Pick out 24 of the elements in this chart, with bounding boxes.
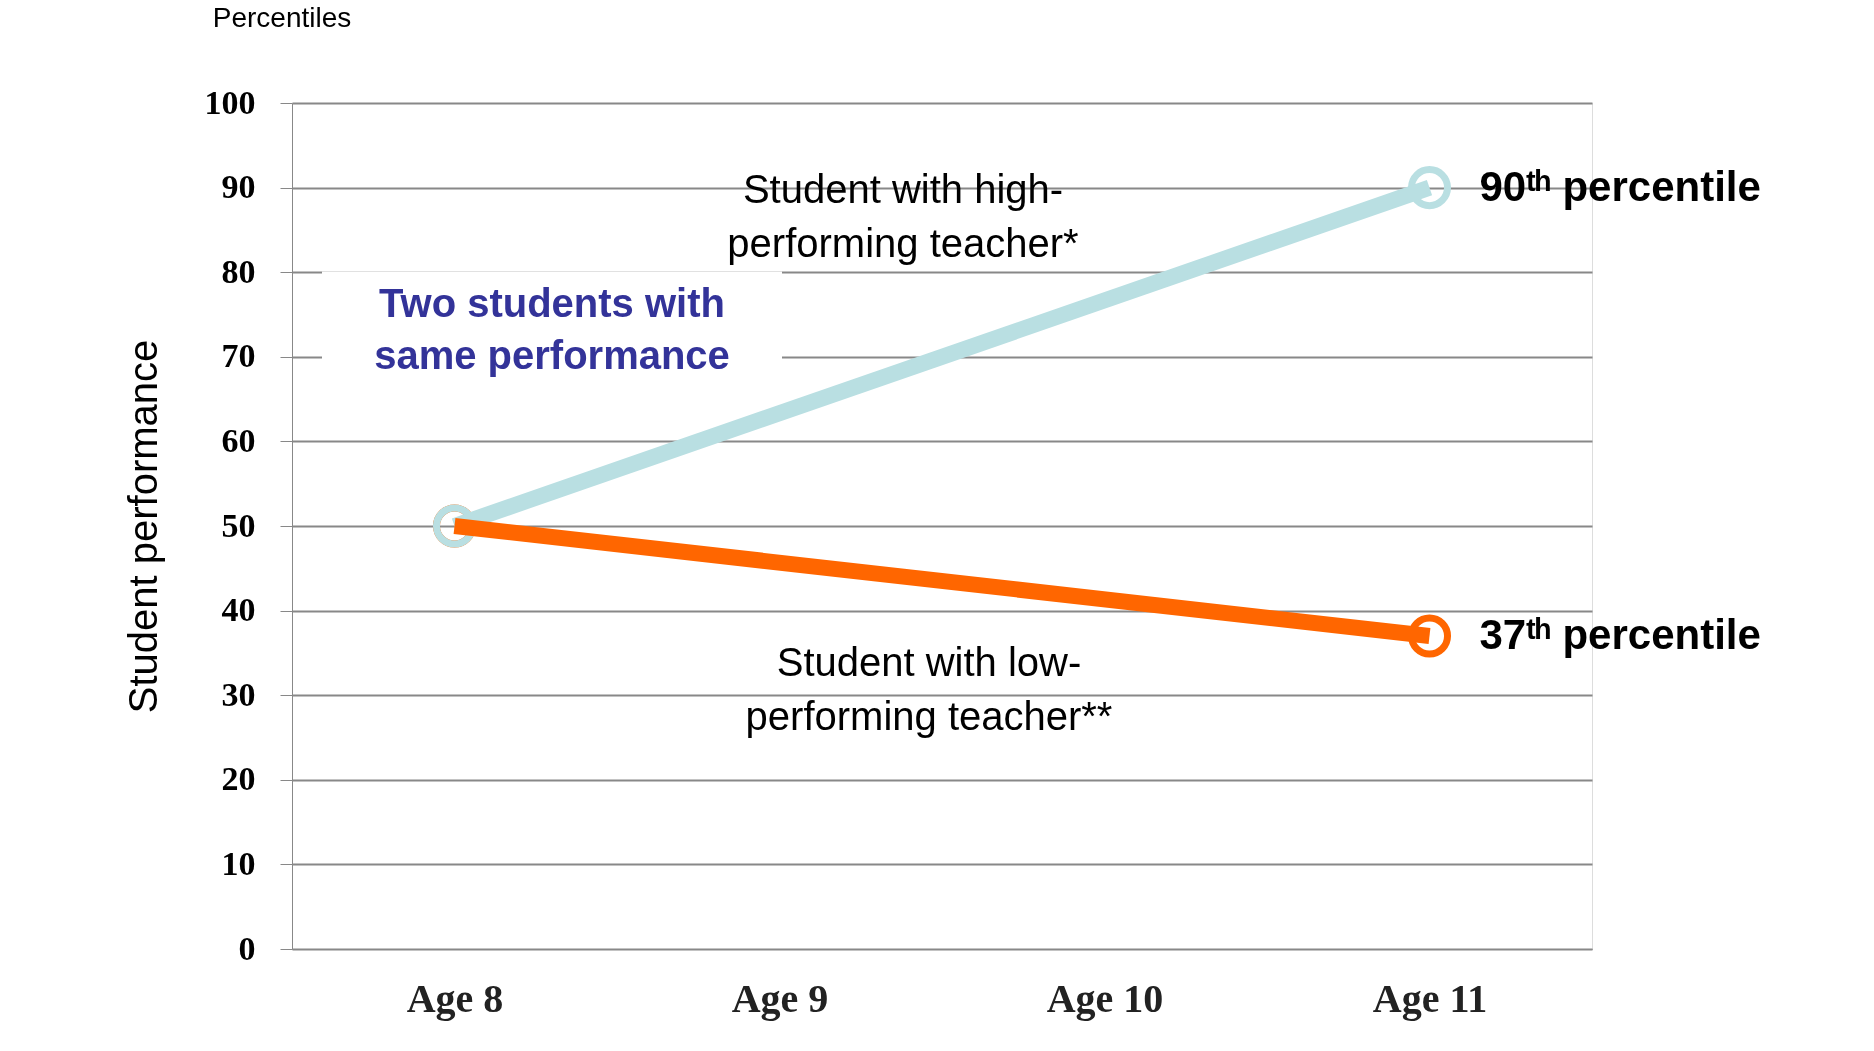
series-label: Student with high-performing teacher* — [727, 166, 1079, 265]
y-tick-label: 10 — [221, 844, 256, 882]
y-tick-label: 70 — [221, 337, 256, 375]
y-tick-label: 40 — [221, 591, 256, 629]
annotation: Two students with same performance — [374, 281, 730, 378]
series-label: Student with low-performing teacher** — [745, 640, 1113, 739]
x-tick-label: Age 9 — [731, 975, 829, 1021]
y-tick-label: 90 — [221, 168, 256, 206]
point — [1407, 614, 1452, 658]
x-tick-label: Age 11 — [1372, 975, 1488, 1021]
annotation: 90ᵗʰ percentile — [1479, 162, 1761, 210]
x-tick-label: Age 10 — [1046, 975, 1164, 1021]
x-tick-label: Age 8 — [406, 975, 504, 1021]
annotation: 37ᵗʰ percentile — [1479, 610, 1761, 658]
y-tick-label: 100 — [204, 83, 256, 121]
y-tick-label: 20 — [221, 760, 256, 798]
y-tick-label: 50 — [221, 506, 256, 544]
y-axis-title: Student performance — [120, 339, 165, 714]
y-tick-label: 30 — [221, 675, 256, 713]
text: Percentiles — [212, 2, 352, 33]
point — [1407, 166, 1452, 210]
y-tick-label: 0 — [238, 929, 256, 967]
y-tick-label: 60 — [221, 421, 256, 459]
y-tick-label: 80 — [221, 252, 256, 290]
